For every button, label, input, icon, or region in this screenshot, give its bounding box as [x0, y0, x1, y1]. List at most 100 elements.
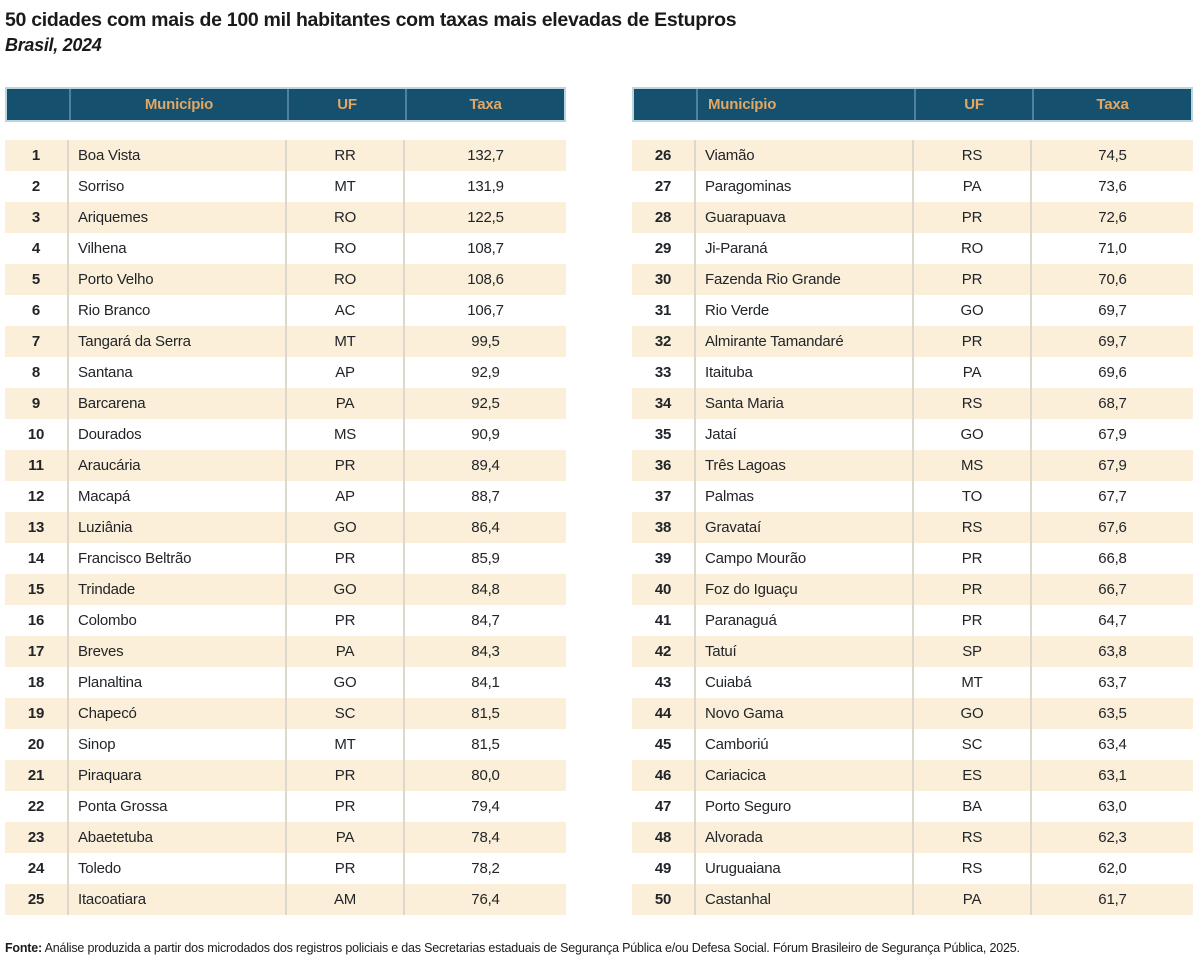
rank-cell: 13	[27, 519, 45, 537]
uf-cell: SC	[912, 729, 1030, 761]
rank-cell: 47	[654, 798, 672, 816]
uf-cell: PR	[912, 605, 1030, 637]
municipio-cell: Cariacica	[694, 760, 912, 792]
taxa-cell: 108,6	[403, 264, 566, 296]
uf-cell: AC	[285, 295, 403, 327]
rank-table-left: Município UF Taxa 1 Boa Vista RR 132,7 2 Sorr…	[5, 87, 566, 916]
rank-cell: 22	[27, 798, 45, 816]
municipio-cell: Colombo	[67, 605, 285, 637]
rank-cell: 18	[27, 674, 45, 692]
uf-cell: PA	[912, 171, 1030, 203]
uf-cell: RR	[285, 140, 403, 172]
municipio-cell: Chapecó	[67, 698, 285, 730]
table-row: 22 Ponta Grossa PR 79,4	[5, 791, 566, 823]
rank-cell: 14	[27, 550, 45, 568]
table-row: 21 Piraquara PR 80,0	[5, 760, 566, 792]
uf-cell: AP	[285, 481, 403, 513]
uf-cell: ES	[912, 760, 1030, 792]
taxa-cell: 71,0	[1030, 233, 1193, 265]
table-row: 42 Tatuí SP 63,8	[632, 636, 1193, 668]
rank-cell: 27	[654, 178, 672, 196]
municipio-cell: Paragominas	[694, 171, 912, 203]
rank-cell: 2	[31, 178, 41, 196]
municipio-cell: Tatuí	[694, 636, 912, 668]
uf-cell: PR	[912, 574, 1030, 606]
rank-table-right: Município UF Taxa 26 Viamão RS 74,5 27 Parago…	[632, 87, 1193, 916]
table-row: 7 Tangará da Serra MT 99,5	[5, 326, 566, 358]
taxa-cell: 63,4	[1030, 729, 1193, 761]
taxa-cell: 68,7	[1030, 388, 1193, 420]
uf-cell: PR	[285, 450, 403, 482]
uf-cell: GO	[912, 698, 1030, 730]
uf-cell: RS	[912, 388, 1030, 420]
municipio-cell: Araucária	[67, 450, 285, 482]
uf-cell: GO	[285, 512, 403, 544]
municipio-cell: Novo Gama	[694, 698, 912, 730]
table-row: 35 Jataí GO 67,9	[632, 419, 1193, 451]
municipio-cell: Paranaguá	[694, 605, 912, 637]
municipio-cell: Rio Verde	[694, 295, 912, 327]
uf-cell: RO	[285, 202, 403, 234]
municipio-cell: Palmas	[694, 481, 912, 513]
rank-cell: 32	[654, 333, 672, 351]
header-cell-municipio: Município	[69, 89, 287, 121]
rank-cell: 21	[27, 767, 45, 785]
header-cell-rank	[7, 89, 69, 120]
rank-cell: 8	[31, 364, 41, 382]
taxa-cell: 69,7	[1030, 326, 1193, 358]
municipio-cell: Sorriso	[67, 171, 285, 203]
table-row: 10 Dourados MS 90,9	[5, 419, 566, 451]
taxa-cell: 76,4	[403, 884, 566, 916]
uf-cell: RO	[285, 264, 403, 296]
uf-cell: GO	[285, 574, 403, 606]
rank-cell: 33	[654, 364, 672, 382]
municipio-cell: Francisco Beltrão	[67, 543, 285, 575]
table-row: 43 Cuiabá MT 63,7	[632, 667, 1193, 699]
table-row: 37 Palmas TO 67,7	[632, 481, 1193, 513]
source-label: Fonte:	[5, 941, 42, 955]
rank-cell: 50	[654, 891, 672, 909]
uf-cell: PR	[285, 760, 403, 792]
taxa-cell: 85,9	[403, 543, 566, 575]
rank-cell: 5	[31, 271, 41, 289]
header-cell-rank	[634, 89, 696, 120]
taxa-cell: 89,4	[403, 450, 566, 482]
table-row: 12 Macapá AP 88,7	[5, 481, 566, 513]
municipio-cell: Cuiabá	[694, 667, 912, 699]
taxa-cell: 81,5	[403, 698, 566, 730]
municipio-cell: Ariquemes	[67, 202, 285, 234]
rank-cell: 26	[654, 147, 672, 165]
table-row: 3 Ariquemes RO 122,5	[5, 202, 566, 234]
rank-cell: 44	[654, 705, 672, 723]
taxa-cell: 90,9	[403, 419, 566, 451]
municipio-cell: Santana	[67, 357, 285, 389]
rank-cell: 30	[654, 271, 672, 289]
uf-cell: MS	[285, 419, 403, 451]
uf-cell: PR	[285, 853, 403, 885]
table-row: 29 Ji-Paraná RO 71,0	[632, 233, 1193, 265]
table-header-row: Município UF Taxa	[5, 87, 566, 123]
taxa-cell: 78,2	[403, 853, 566, 885]
source-note: Fonte: Análise produzida a partir dos mi…	[5, 941, 1195, 955]
rank-cell: 23	[27, 829, 45, 847]
table-row: 17 Breves PA 84,3	[5, 636, 566, 668]
table-row: 11 Araucária PR 89,4	[5, 450, 566, 482]
table-row: 18 Planaltina GO 84,1	[5, 667, 566, 699]
table-row: 41 Paranaguá PR 64,7	[632, 605, 1193, 637]
taxa-cell: 69,6	[1030, 357, 1193, 389]
table-row: 19 Chapecó SC 81,5	[5, 698, 566, 730]
rank-cell: 37	[654, 488, 672, 506]
table-row: 28 Guarapuava PR 72,6	[632, 202, 1193, 234]
rank-cell: 16	[27, 612, 45, 630]
taxa-cell: 67,7	[1030, 481, 1193, 513]
municipio-cell: Breves	[67, 636, 285, 668]
uf-cell: MT	[285, 171, 403, 203]
page-title: 50 cidades com mais de 100 mil habitante…	[5, 9, 737, 31]
municipio-cell: Planaltina	[67, 667, 285, 699]
header-cell-taxa: Taxa	[405, 89, 564, 121]
uf-cell: PR	[912, 326, 1030, 358]
municipio-cell: Barcarena	[67, 388, 285, 420]
municipio-cell: Piraquara	[67, 760, 285, 792]
taxa-cell: 81,5	[403, 729, 566, 761]
